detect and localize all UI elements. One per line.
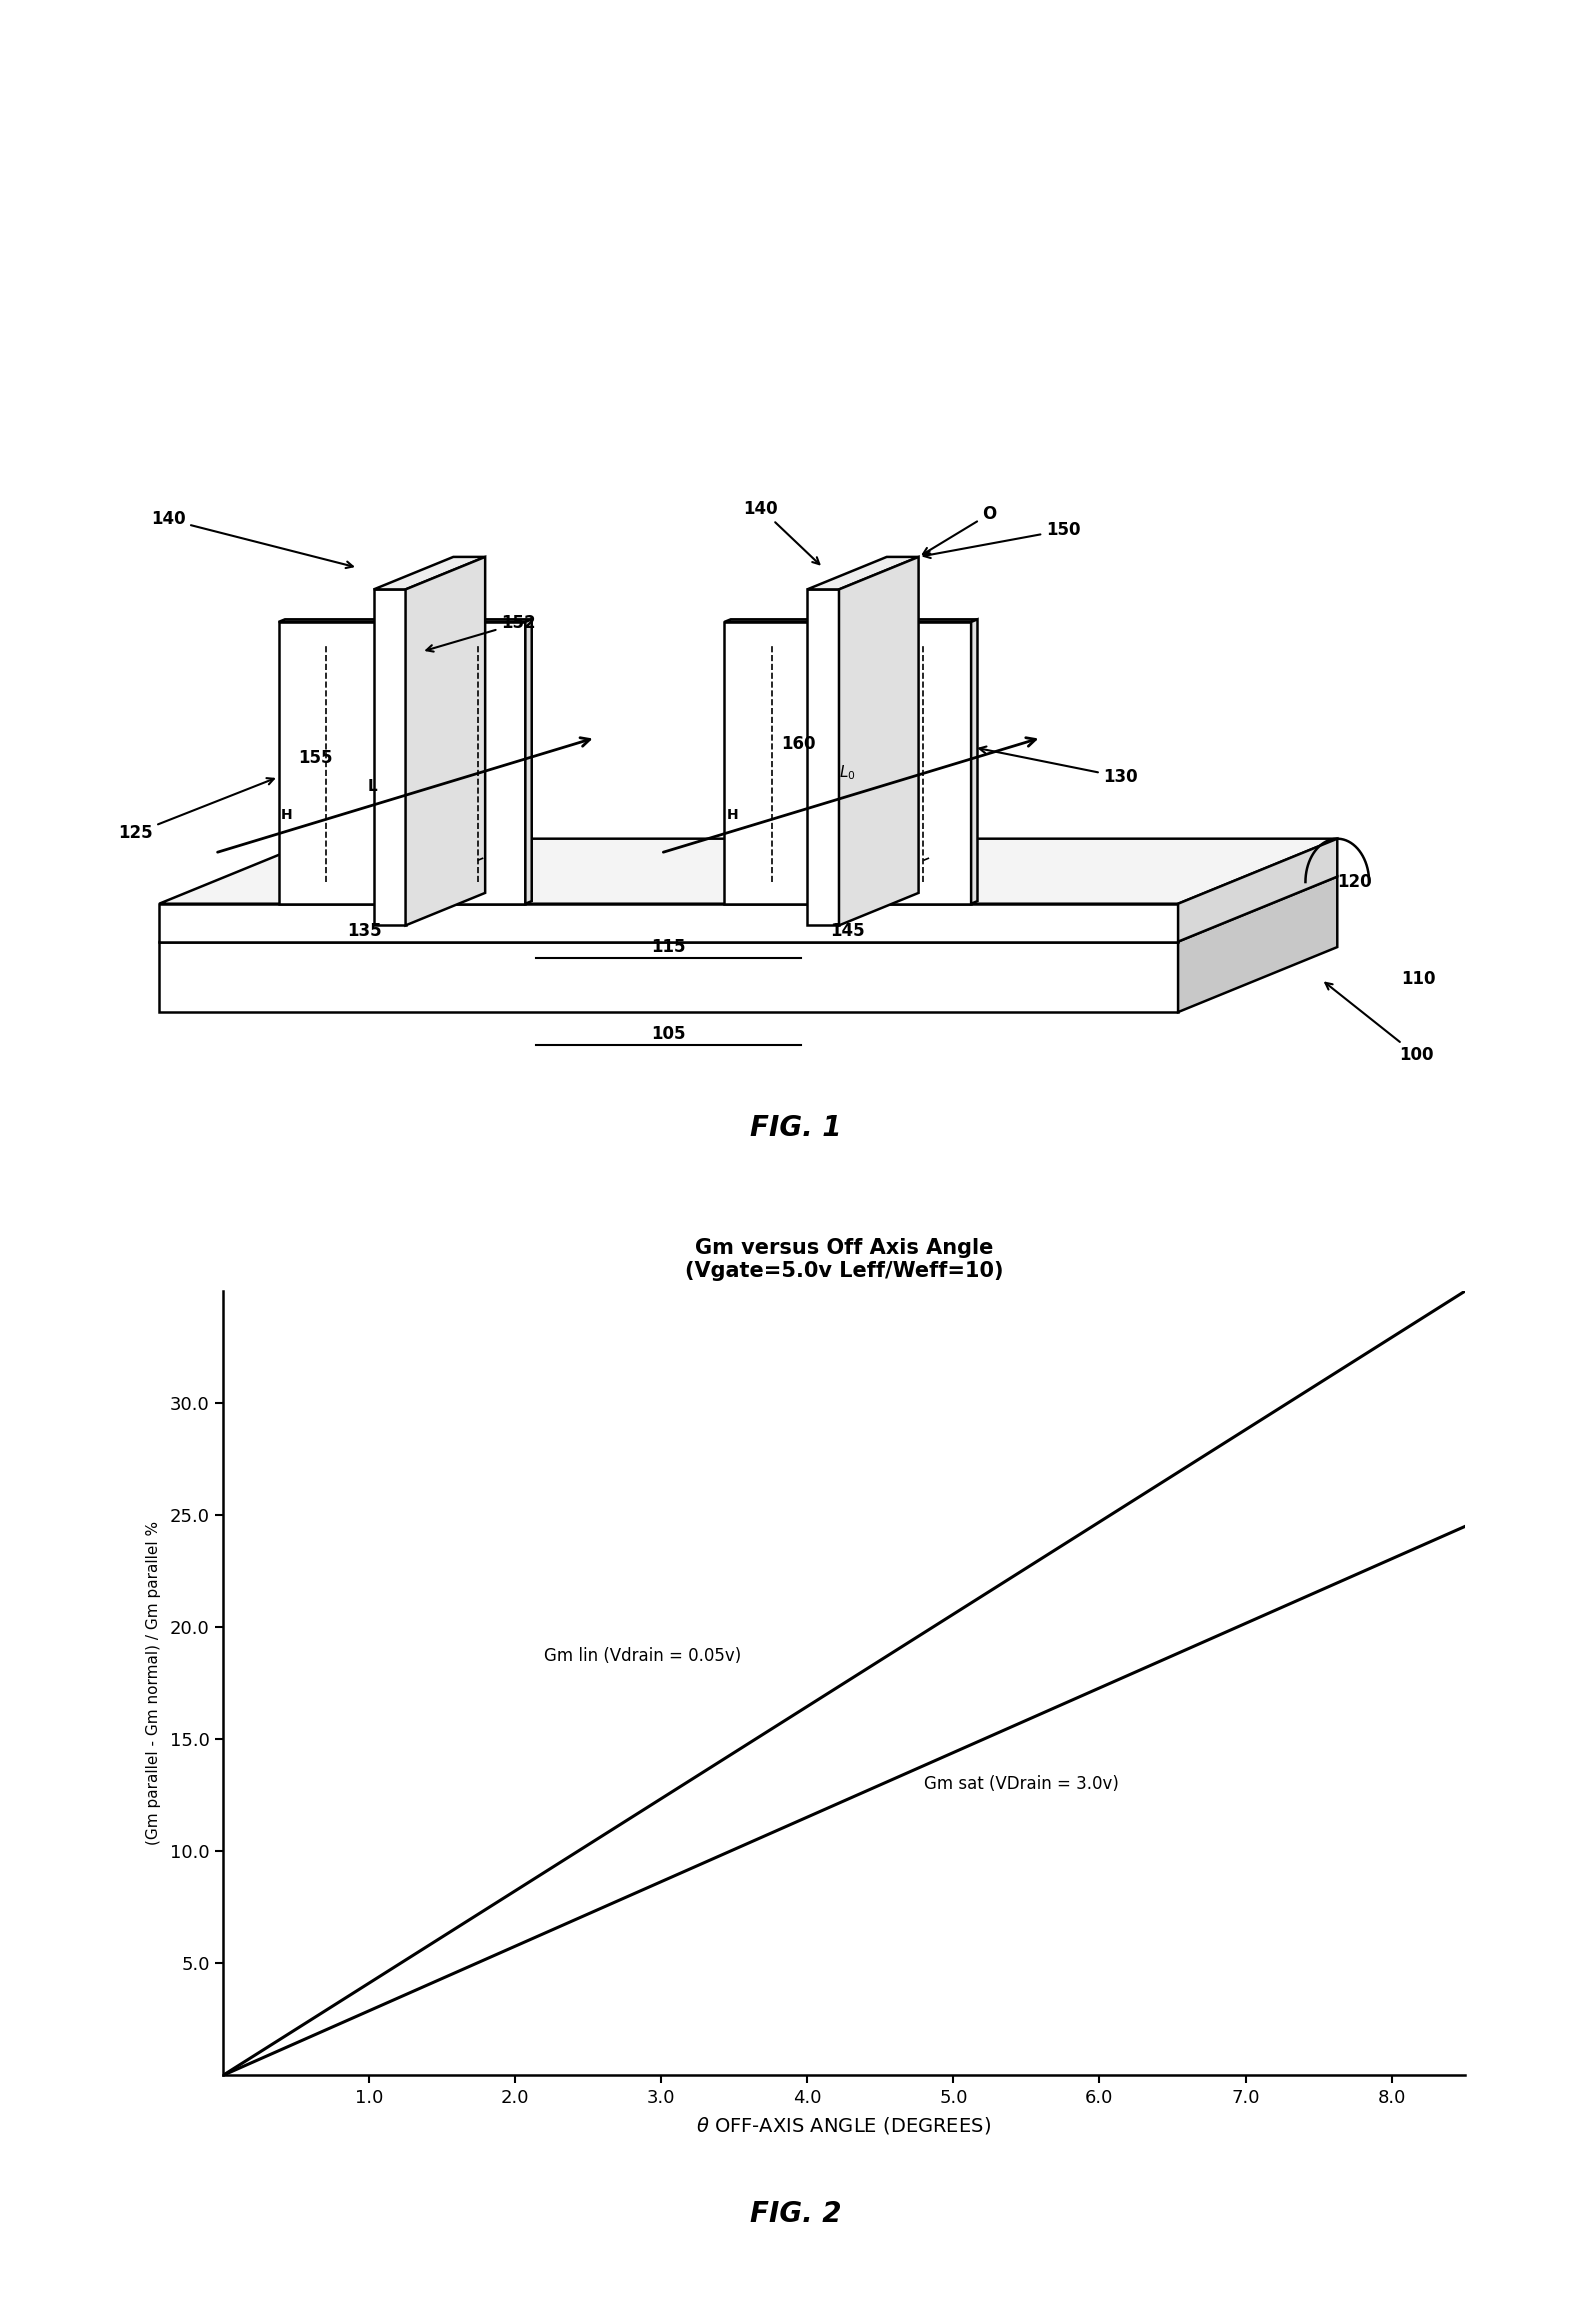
Polygon shape	[1178, 876, 1337, 1012]
Text: 150: 150	[923, 521, 1081, 558]
X-axis label: $\theta$ OFF-AXIS ANGLE (DEGREES): $\theta$ OFF-AXIS ANGLE (DEGREES)	[696, 2115, 992, 2135]
Text: FIG. 2: FIG. 2	[750, 2200, 842, 2228]
Polygon shape	[159, 839, 1337, 904]
Text: H: H	[726, 807, 739, 823]
Polygon shape	[159, 904, 1178, 941]
Polygon shape	[724, 623, 971, 904]
Text: 140: 140	[151, 510, 353, 567]
Polygon shape	[807, 590, 839, 925]
Text: H: H	[280, 807, 293, 823]
Text: 125: 125	[118, 777, 274, 842]
Text: 130: 130	[979, 747, 1138, 786]
Text: 152: 152	[427, 613, 535, 653]
Text: Gm sat (VDrain = 3.0v): Gm sat (VDrain = 3.0v)	[923, 1776, 1119, 1792]
Polygon shape	[279, 623, 525, 904]
Text: 145: 145	[831, 922, 864, 941]
Text: 110: 110	[1401, 971, 1436, 989]
Text: 140: 140	[743, 500, 820, 565]
Text: $L_0$: $L_0$	[839, 763, 856, 782]
Text: Gm lin (Vdrain = 0.05v): Gm lin (Vdrain = 0.05v)	[544, 1646, 742, 1665]
Polygon shape	[159, 941, 1178, 1012]
Text: 155: 155	[298, 749, 333, 768]
Polygon shape	[724, 620, 977, 623]
Text: 115: 115	[651, 939, 686, 957]
Polygon shape	[374, 590, 406, 925]
Text: 160: 160	[782, 736, 815, 752]
Polygon shape	[159, 876, 1337, 941]
Polygon shape	[525, 620, 532, 904]
Polygon shape	[279, 620, 532, 623]
Polygon shape	[839, 556, 919, 925]
Polygon shape	[406, 556, 486, 925]
Polygon shape	[971, 620, 977, 904]
Text: FIG. 1: FIG. 1	[750, 1114, 842, 1141]
Polygon shape	[807, 556, 919, 590]
Text: 135: 135	[347, 922, 382, 941]
Text: 105: 105	[651, 1026, 686, 1042]
Y-axis label: (Gm parallel - Gm normal) / Gm parallel %: (Gm parallel - Gm normal) / Gm parallel …	[146, 1522, 161, 1845]
Title: Gm versus Off Axis Angle
(Vgate=5.0v Leff/Weff=10): Gm versus Off Axis Angle (Vgate=5.0v Lef…	[685, 1238, 1003, 1282]
Text: L: L	[368, 779, 377, 793]
Text: 100: 100	[1326, 982, 1434, 1065]
Polygon shape	[374, 556, 486, 590]
Text: 120: 120	[1337, 874, 1372, 892]
Text: O: O	[923, 505, 997, 553]
Polygon shape	[1178, 839, 1337, 941]
